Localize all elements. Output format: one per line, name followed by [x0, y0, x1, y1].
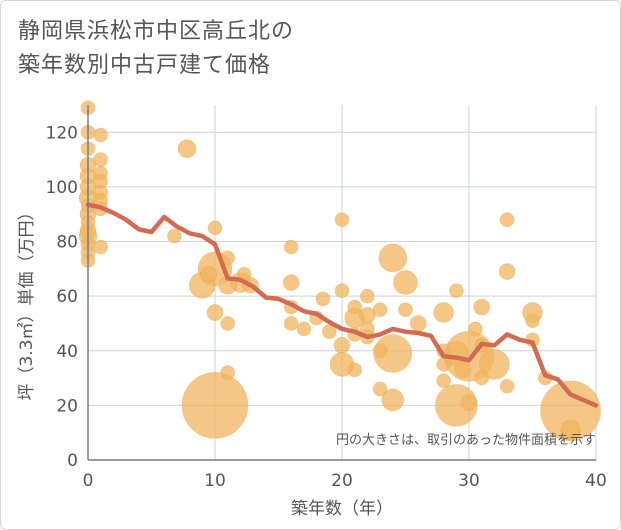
chart-title-line2: 築年数別中古戸建て価格: [18, 53, 272, 78]
data-bubble: [315, 291, 331, 307]
data-bubble: [93, 127, 109, 143]
data-bubble: [333, 336, 351, 354]
y-tick-label: 20: [56, 396, 78, 416]
tick-labels: 0 20 40 60 80 100 120 0 10 20 30 40: [46, 123, 607, 491]
data-bubble: [283, 239, 299, 255]
data-bubble: [434, 383, 478, 427]
data-bubble: [460, 394, 478, 412]
y-tick-label: 80: [56, 233, 78, 253]
data-bubble: [181, 371, 249, 439]
data-bubble: [321, 324, 337, 340]
data-bubble: [398, 302, 413, 318]
x-tick-label: 10: [204, 471, 226, 491]
data-bubble: [359, 288, 375, 304]
data-bubble: [381, 388, 405, 412]
data-bubble: [372, 381, 388, 397]
data-bubble: [448, 283, 464, 299]
y-tick-label: 40: [56, 342, 78, 362]
x-tick-label: 0: [83, 471, 94, 491]
data-bubble: [334, 212, 350, 228]
x-axis-label: 築年数（年）: [291, 499, 393, 519]
data-bubble: [436, 373, 452, 389]
y-tick-label: 120: [46, 123, 78, 143]
data-bubble: [177, 139, 197, 159]
grid-lines: [88, 105, 597, 460]
data-bubble: [283, 316, 299, 331]
data-bubble: [474, 370, 490, 386]
data-bubble: [347, 362, 363, 378]
data-bubble: [207, 220, 223, 236]
data-bubble: [433, 302, 455, 323]
average-price-line: [85, 202, 599, 408]
x-tick-label: 20: [331, 471, 353, 491]
data-bubble: [166, 228, 182, 244]
data-bubble: [473, 298, 491, 316]
data-bubble: [525, 313, 540, 329]
bubble-layer: [78, 100, 601, 442]
data-bubble: [220, 316, 236, 331]
y-tick-label: 0: [67, 451, 78, 471]
x-tick-label: 40: [585, 471, 607, 491]
data-bubble: [296, 321, 312, 337]
data-bubble: [499, 212, 515, 228]
data-bubble: [347, 299, 363, 315]
chart-title-line1: 静岡県浜松市中区高丘北の: [18, 19, 295, 44]
y-axis-label: 坪（3.3㎡）単価（万円）: [17, 203, 37, 400]
data-bubble: [499, 378, 515, 394]
data-bubble: [372, 302, 388, 318]
data-bubble: [540, 380, 601, 442]
data-bubble: [378, 243, 408, 273]
data-bubble: [454, 361, 472, 379]
axes: [87, 105, 596, 461]
data-bubble: [372, 343, 388, 359]
data-bubble: [200, 265, 218, 283]
x-tick-label: 30: [458, 471, 480, 491]
data-bubble: [478, 349, 510, 380]
data-bubble: [436, 357, 452, 372]
data-bubble: [409, 315, 427, 332]
trend-line-layer: [85, 202, 599, 408]
data-bubble: [220, 365, 236, 381]
data-bubble: [282, 274, 300, 291]
data-bubble: [498, 263, 516, 280]
data-bubble: [467, 321, 483, 337]
data-bubble: [334, 283, 350, 299]
chart-title: 静岡県浜松市中区高丘北の 築年数別中古戸建て価格: [18, 15, 294, 83]
y-tick-label: 100: [46, 178, 78, 198]
bubble-size-note: 円の大きさは、取引のあった物件面積を示す: [336, 433, 596, 448]
data-bubble: [560, 419, 581, 441]
y-tick-label: 60: [56, 287, 78, 307]
data-bubble: [206, 304, 224, 321]
data-bubble: [393, 270, 418, 295]
data-bubble: [93, 239, 109, 255]
data-bubble: [93, 152, 109, 168]
